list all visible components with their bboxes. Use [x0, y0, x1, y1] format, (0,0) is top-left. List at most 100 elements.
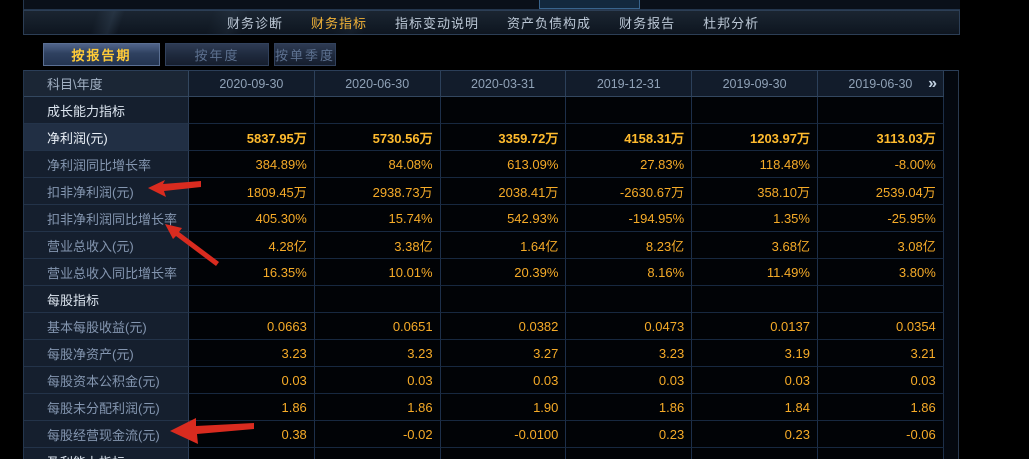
- table-row[interactable]: 基本每股收益(元) 0.0663 0.0651 0.0382 0.0473 0.0137…: [24, 313, 958, 340]
- value-cell: 2539.04万: [817, 178, 944, 205]
- value-cell: -194.95%: [566, 205, 693, 232]
- period-tab[interactable]: 按单季度: [274, 43, 337, 66]
- table-row[interactable]: 成长能力指标: [24, 97, 958, 124]
- value-cell: 20.39%: [440, 259, 567, 286]
- value-cell: 3.21: [817, 340, 944, 367]
- value-cell: 3.08亿: [817, 232, 944, 259]
- table-row[interactable]: 每股资本公积金(元) 0.03 0.03 0.03 0.03 0.03 0.03: [24, 367, 958, 394]
- value-cell: 3.23: [566, 340, 693, 367]
- value-cell: 2038.41万: [440, 178, 567, 205]
- value-cell: 542.93%: [440, 205, 567, 232]
- nav-bar: 财务诊断 财务指标 指标变动说明 资产负债构成 财务报告 杜邦分析: [23, 10, 960, 35]
- row-label-cell[interactable]: 成长能力指标: [24, 97, 189, 124]
- row-label-cell[interactable]: 扣非净利润同比增长率: [24, 205, 189, 232]
- table-row[interactable]: 净利润同比增长率 384.89% 84.08% 613.09% 27.83% 118.4…: [24, 151, 958, 178]
- value-cell: 1.64亿: [440, 232, 567, 259]
- row-label-cell[interactable]: 每股净资产(元): [24, 340, 189, 367]
- top-partial-bar: [23, 0, 960, 10]
- value-cell: 405.30%: [189, 205, 315, 232]
- row-label-cell[interactable]: 净利润同比增长率: [24, 151, 189, 178]
- nav-tab[interactable]: 财务报告: [619, 16, 676, 31]
- table-row[interactable]: 每股净资产(元) 3.23 3.23 3.27 3.23 3.19 3.21: [24, 340, 958, 367]
- row-label-cell[interactable]: 基本每股收益(元): [24, 313, 189, 340]
- value-cell: [817, 448, 944, 459]
- table-header-row: 科目\年度 2020-09-30 2020-06-30 2020-03-31 2019…: [24, 71, 958, 97]
- row-label-cell[interactable]: 扣非净利润(元): [24, 178, 189, 205]
- value-cell: 0.38: [189, 421, 315, 448]
- table-row[interactable]: 扣非净利润(元) 1809.45万 2938.73万 2038.41万 -2630.6…: [24, 178, 958, 205]
- table-row[interactable]: 营业总收入(元) 4.28亿 3.38亿 1.64亿 8.23亿 3.68亿 3.08亿: [24, 232, 958, 259]
- row-label-cell[interactable]: 净利润(元): [24, 124, 189, 151]
- nav-tab[interactable]: 杜邦分析: [703, 16, 760, 31]
- value-cell: 0.03: [189, 367, 315, 394]
- value-cell: -25.95%: [817, 205, 944, 232]
- value-cell: 613.09%: [440, 151, 567, 178]
- value-cell: [566, 97, 693, 124]
- row-label-cell[interactable]: 营业总收入(元): [24, 232, 189, 259]
- value-cell: [314, 448, 441, 459]
- value-cell: 11.49%: [692, 259, 818, 286]
- value-cell: 1.84: [692, 394, 818, 421]
- column-header: 2020-09-30: [189, 71, 315, 97]
- value-cell: 0.03: [817, 367, 944, 394]
- value-cell: 3.19: [692, 340, 818, 367]
- period-tab[interactable]: 按年度: [165, 43, 269, 66]
- more-columns-button[interactable]: »: [928, 75, 937, 92]
- value-cell: [817, 97, 944, 124]
- value-cell: 10.01%: [314, 259, 441, 286]
- column-header: 2020-03-31: [440, 71, 567, 97]
- value-cell: 1.86: [189, 394, 315, 421]
- value-cell: 384.89%: [189, 151, 315, 178]
- value-cell: 0.0473: [566, 313, 693, 340]
- value-cell: 4158.31万: [566, 124, 693, 151]
- table-row[interactable]: 扣非净利润同比增长率 405.30% 15.74% 542.93% -194.95% 1…: [24, 205, 958, 232]
- value-cell: 118.48%: [692, 151, 818, 178]
- value-cell: 358.10万: [692, 178, 818, 205]
- nav-tab[interactable]: 资产负债构成: [507, 16, 592, 31]
- table-row[interactable]: 营业总收入同比增长率 16.35% 10.01% 20.39% 8.16% 11.49%…: [24, 259, 958, 286]
- value-cell: [189, 448, 315, 459]
- table-row[interactable]: 每股经营现金流(元) 0.38 -0.02 -0.0100 0.23 0.23 -0.06: [24, 421, 958, 448]
- value-cell: [566, 286, 693, 313]
- value-cell: 5837.95万: [189, 124, 315, 151]
- value-cell: 0.0137: [692, 313, 818, 340]
- value-cell: 1.86: [314, 394, 441, 421]
- row-label-cell[interactable]: 每股资本公积金(元): [24, 367, 189, 394]
- value-cell: 0.23: [566, 421, 693, 448]
- column-header: 2019-06-30: [817, 71, 944, 97]
- value-cell: 1809.45万: [189, 178, 315, 205]
- nav-tab[interactable]: 财务诊断: [227, 16, 284, 31]
- value-cell: [440, 448, 567, 459]
- row-label-cell[interactable]: 盈利能力指标: [24, 448, 189, 459]
- value-cell: 0.0651: [314, 313, 441, 340]
- corner-header: 科目\年度: [24, 71, 189, 97]
- nav-tab[interactable]: 指标变动说明: [395, 16, 480, 31]
- table-row[interactable]: 每股未分配利润(元) 1.86 1.86 1.90 1.86 1.84 1.86: [24, 394, 958, 421]
- value-cell: 3.68亿: [692, 232, 818, 259]
- value-cell: [692, 286, 818, 313]
- value-cell: [817, 286, 944, 313]
- value-cell: 16.35%: [189, 259, 315, 286]
- period-tab[interactable]: 按报告期: [43, 43, 160, 66]
- value-cell: 1.86: [817, 394, 944, 421]
- row-label-cell[interactable]: 每股指标: [24, 286, 189, 313]
- value-cell: 0.0382: [440, 313, 567, 340]
- row-label-cell[interactable]: 每股未分配利润(元): [24, 394, 189, 421]
- table-row[interactable]: 净利润(元) 5837.95万 5730.56万 3359.72万 4158.31万 1…: [24, 124, 958, 151]
- row-label-cell[interactable]: 每股经营现金流(元): [24, 421, 189, 448]
- value-cell: -8.00%: [817, 151, 944, 178]
- table-row[interactable]: 盈利能力指标: [24, 448, 958, 459]
- value-cell: 1.86: [566, 394, 693, 421]
- value-cell: [189, 97, 315, 124]
- value-cell: [692, 448, 818, 459]
- value-cell: 2938.73万: [314, 178, 441, 205]
- value-cell: 0.03: [566, 367, 693, 394]
- nav-tab[interactable]: 财务指标: [311, 16, 368, 31]
- value-cell: 0.23: [692, 421, 818, 448]
- value-cell: 3113.03万: [817, 124, 944, 151]
- value-cell: [440, 286, 567, 313]
- row-label-cell[interactable]: 营业总收入同比增长率: [24, 259, 189, 286]
- column-header: 2019-12-31: [566, 71, 693, 97]
- table-row[interactable]: 每股指标: [24, 286, 958, 313]
